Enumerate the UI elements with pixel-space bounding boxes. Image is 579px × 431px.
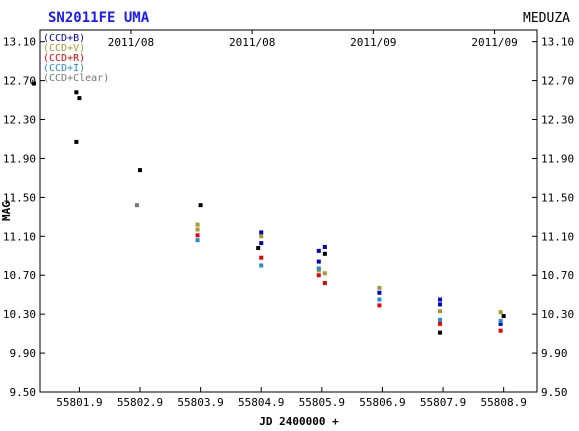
top-date-label: 2011/09 bbox=[471, 36, 517, 49]
y-tick-label-right: 11.50 bbox=[541, 191, 574, 204]
x-tick-label: 55802.9 bbox=[117, 396, 163, 409]
data-point bbox=[259, 230, 264, 235]
legend-entry: (CCD+I) bbox=[43, 63, 85, 74]
data-point bbox=[377, 297, 382, 302]
data-point bbox=[498, 328, 503, 333]
data-point bbox=[74, 90, 79, 95]
data-point bbox=[438, 297, 443, 302]
y-tick-label-right: 11.10 bbox=[541, 230, 574, 243]
data-point bbox=[498, 321, 503, 326]
data-point bbox=[77, 96, 82, 101]
data-point bbox=[498, 310, 503, 315]
legend: (CCD+B)(CCD+V)(CCD+R)(CCD+I)(CCD+Clear) bbox=[43, 33, 109, 84]
top-date-label: 2011/08 bbox=[108, 36, 154, 49]
data-points bbox=[31, 81, 506, 335]
x-tick-label: 55801.9 bbox=[56, 396, 102, 409]
x-axis-label: JD 2400000 + bbox=[259, 415, 339, 428]
data-point bbox=[256, 245, 261, 250]
data-point bbox=[316, 248, 321, 253]
data-point bbox=[438, 309, 443, 314]
legend-entry: (CCD+R) bbox=[43, 53, 85, 64]
data-point bbox=[322, 251, 327, 256]
data-point bbox=[259, 241, 264, 246]
x-tick-label: 55805.9 bbox=[299, 396, 345, 409]
y-tick-label-right: 11.90 bbox=[541, 152, 574, 165]
x-tick-label: 55806.9 bbox=[359, 396, 405, 409]
y-tick-label: 11.10 bbox=[3, 230, 36, 243]
data-point bbox=[501, 314, 506, 319]
chart-title: SN2011FE UMA bbox=[48, 10, 150, 26]
x-tick-label: 55807.9 bbox=[420, 396, 466, 409]
y-tick-label-right: 10.70 bbox=[541, 269, 574, 282]
legend-entry: (CCD+V) bbox=[43, 43, 85, 54]
legend-entry: (CCD+B) bbox=[43, 33, 85, 44]
data-point bbox=[74, 139, 79, 144]
y-tick-label: 12.70 bbox=[3, 75, 36, 88]
y-axis-left: 9.50 9.90 10.30 10.70 11.10 11.50 11.90 12.30 12… bbox=[3, 36, 45, 399]
data-point bbox=[438, 317, 443, 322]
top-date-label: 2011/08 bbox=[229, 36, 275, 49]
data-point bbox=[316, 266, 321, 271]
y-tick-label-right: 13.10 bbox=[541, 36, 574, 49]
y-axis-label: MAG bbox=[0, 201, 13, 221]
y-tick-label: 10.70 bbox=[3, 269, 36, 282]
data-point bbox=[259, 234, 264, 239]
y-tick-label: 9.90 bbox=[10, 347, 37, 360]
data-point bbox=[438, 302, 443, 307]
top-date-label: 2011/09 bbox=[350, 36, 396, 49]
x-tick-label: 55804.9 bbox=[238, 396, 284, 409]
x-tick-label: 55803.9 bbox=[177, 396, 223, 409]
data-point bbox=[259, 263, 264, 268]
y-tick-label-right: 9.50 bbox=[541, 386, 568, 399]
data-point bbox=[377, 285, 382, 290]
data-point bbox=[322, 281, 327, 286]
data-point bbox=[377, 303, 382, 308]
data-point bbox=[322, 245, 327, 250]
data-point bbox=[316, 273, 321, 278]
y-tick-label-right: 12.70 bbox=[541, 75, 574, 88]
top-date-labels: 2011/08 2011/08 2011/09 2011/09 bbox=[108, 30, 518, 49]
data-point bbox=[198, 203, 203, 208]
data-point bbox=[195, 238, 200, 243]
data-point bbox=[195, 233, 200, 238]
y-tick-label-right: 10.30 bbox=[541, 308, 574, 321]
data-point bbox=[438, 321, 443, 326]
y-tick-label: 9.50 bbox=[10, 386, 37, 399]
y-tick-label: 11.90 bbox=[3, 152, 36, 165]
data-point bbox=[498, 318, 503, 323]
data-point bbox=[195, 227, 200, 232]
y-tick-label: 12.30 bbox=[3, 114, 36, 127]
data-point bbox=[438, 330, 443, 335]
legend-entry: (CCD+Clear) bbox=[43, 73, 109, 84]
y-tick-label-right: 9.90 bbox=[541, 347, 568, 360]
data-point bbox=[134, 203, 139, 208]
source-label: MEDUZA bbox=[523, 11, 570, 26]
data-point bbox=[316, 259, 321, 264]
x-tick-label: 55808.9 bbox=[480, 396, 526, 409]
y-axis-right: 9.50 9.90 10.30 10.70 11.10 11.50 11.90 12.30 12… bbox=[532, 36, 574, 399]
data-point bbox=[377, 290, 382, 295]
data-point bbox=[259, 255, 264, 260]
data-point bbox=[138, 168, 143, 173]
plot-frame bbox=[39, 29, 538, 393]
data-point bbox=[31, 81, 36, 86]
y-tick-label: 13.10 bbox=[3, 36, 36, 49]
y-tick-label: 11.50 bbox=[3, 191, 36, 204]
y-tick-label-right: 12.30 bbox=[541, 114, 574, 127]
data-point bbox=[322, 271, 327, 276]
y-tick-label: 10.30 bbox=[3, 308, 36, 321]
x-axis: 55801.9 55802.9 55803.9 55804.9 55805.9 55806… bbox=[56, 387, 527, 409]
data-point bbox=[195, 222, 200, 227]
